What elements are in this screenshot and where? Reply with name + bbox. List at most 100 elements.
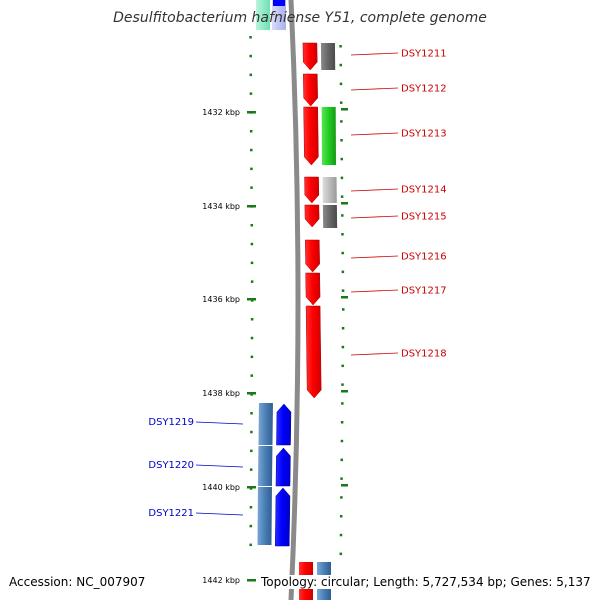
track-dot [341,402,344,405]
gene-label-DSY1211[interactable]: DSY1211 [401,49,447,60]
ruler-tick [247,111,256,114]
track-dot [340,439,344,443]
track-dot [339,82,343,86]
gene-label-DSY1212[interactable]: DSY1212 [401,84,447,95]
track-dot [250,449,253,453]
label-leader-DSY1214 [350,188,399,192]
gene-DSY1218[interactable] [305,305,322,399]
ruler-tick [247,392,256,395]
track-dot [250,430,253,434]
gene-labels: DSY1211 DSY1212 DSY1213 DSY1214 DSY1215 DSY12… [148,49,446,520]
track-dot [340,496,343,499]
gene-label-DSY1218[interactable]: DSY1218 [401,349,447,360]
ruler-tick-label: 1434 kbp [202,202,240,211]
track-dot [339,533,343,537]
label-leader-DSY1212 [350,87,399,91]
genome-backbone [288,0,301,600]
ruler-tick-label: 1442 kbp [202,576,240,585]
track-dot [249,524,253,528]
gene-DSY1214[interactable] [304,176,320,204]
gene-DSY1213[interactable] [303,106,319,166]
track-dot [341,308,345,311]
gene-label-DSY1214[interactable]: DSY1214 [401,185,447,196]
gene-DSY1212[interactable] [303,73,318,107]
track-dot [249,468,253,471]
label-leader-DSY1221 [195,512,244,516]
track-dot [341,289,345,292]
track-major-tick [341,390,348,393]
gene-label-DSY1216[interactable]: DSY1216 [401,252,447,263]
track-dot [249,543,252,547]
label-leader-DSY1217 [350,289,399,293]
track-dot [339,63,343,67]
track-dot [339,101,343,104]
gene-DSY1211[interactable] [302,42,318,71]
track-dot [250,261,254,265]
track-dot [340,157,343,161]
label-leader-DSY1219 [195,421,244,425]
ruler-tick-label: 1438 kbp [202,389,240,398]
track-major-tick [341,108,348,111]
category-box-DSY1221 [257,487,272,545]
track-dot [250,374,254,377]
track-dot [250,148,253,152]
feature-fragment [256,0,270,30]
track-dot [250,318,254,321]
track-dot [339,515,343,518]
track-major-tick [341,484,348,487]
track-dot [340,477,343,480]
track-dot [249,130,253,133]
track-dot [341,270,345,274]
ruler-tick [247,205,256,208]
gene-DSY1219[interactable] [276,403,292,446]
gene-label-DSY1217[interactable]: DSY1217 [401,286,447,297]
track-dot [341,233,344,236]
track-dot [250,355,254,359]
label-leader-DSY1215 [350,215,399,219]
track-dot [341,345,345,349]
label-leader-DSY1216 [350,255,399,259]
track-dot [249,92,253,95]
ruler-tick [247,579,256,582]
track-dot [340,458,344,462]
category-box-DSY1213 [321,107,336,165]
feature-fragment [272,0,286,30]
ruler-tick [247,486,256,489]
feature-fragment [273,0,285,6]
track-dot [340,120,343,123]
track-dot [339,552,343,556]
track-dot [339,45,342,48]
ruler: 1432 kbp 1434 kbp 1436 kbp 1438 kbp 1440 kbp… [202,108,256,585]
category-box-DSY1214 [322,177,337,203]
gene-DSY1221[interactable] [274,487,291,547]
ruler-tick [247,298,256,301]
gene-label-DSY1221[interactable]: DSY1221 [148,508,194,519]
gene-label-DSY1215[interactable]: DSY1215 [401,212,447,223]
track-dot [341,364,344,368]
topology-label: Topology: circular; Length: 5,727,534 bp… [260,575,592,589]
category-box-DSY1220 [257,446,273,486]
track-dot [250,336,254,340]
gene-label-DSY1213[interactable]: DSY1213 [401,129,447,140]
gene-DSY1216[interactable] [305,239,320,273]
track-dot [249,73,253,77]
label-leader-DSY1211 [350,52,399,56]
accession-label: Accession: NC_007907 [8,575,147,589]
track-dot [340,195,344,198]
track-dot [249,36,252,39]
track-major-tick [341,296,348,299]
genome-title: Desulfitobacterium hafniense Y51, comple… [113,10,487,26]
track-dot [341,214,344,217]
gene-DSY1217[interactable] [305,272,321,306]
category-box-DSY1219 [258,403,273,445]
track-dot [341,251,344,255]
track-dot [250,224,254,227]
track-dot [340,176,344,180]
category-box-DSY1215 [322,205,338,228]
gene-label-DSY1219[interactable]: DSY1219 [148,417,194,428]
gene-label-DSY1220[interactable]: DSY1220 [148,460,194,471]
label-leader-DSY1218 [350,352,399,356]
gene-DSY1215[interactable] [304,204,320,228]
gene-DSY1220[interactable] [275,447,291,487]
